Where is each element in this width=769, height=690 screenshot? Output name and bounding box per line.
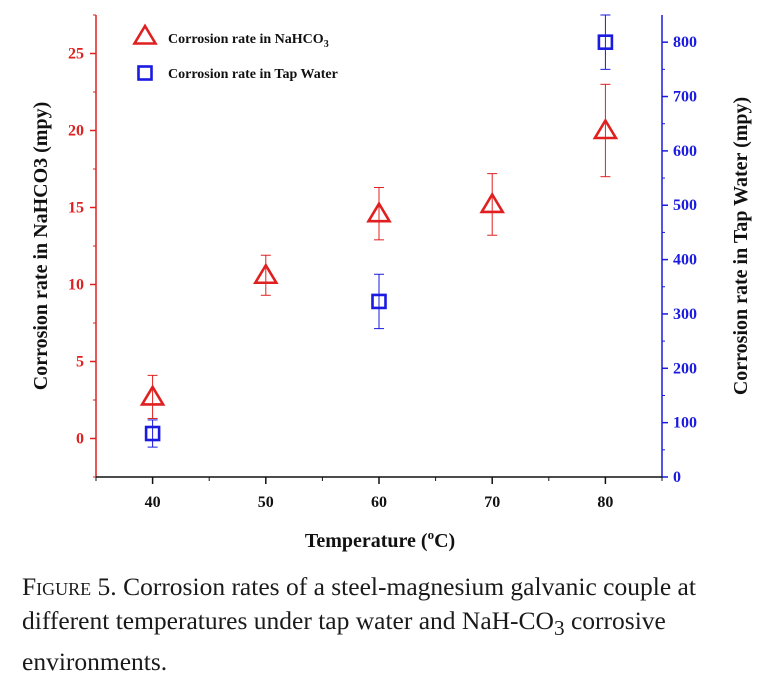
- left-y-tick-label: 10: [68, 277, 84, 294]
- x-tick-label: 60: [371, 494, 387, 511]
- left-y-tick-label: 25: [68, 46, 84, 63]
- data-point-triangle: [366, 201, 392, 223]
- legend-label-tap-water: Corrosion rate in Tap Water: [168, 67, 338, 82]
- series-nahco3: [139, 83, 619, 419]
- x-tick-label: 80: [597, 494, 613, 511]
- right-y-tick-label: 400: [673, 252, 697, 269]
- caption-subscript: 3: [553, 616, 565, 641]
- x-tick-label: 40: [145, 494, 161, 511]
- right-y-tick-label: 600: [673, 143, 697, 160]
- x-tick-label: 70: [484, 494, 500, 511]
- x-axis-title: Temperature (oC): [305, 527, 455, 552]
- figure-label: Figure 5.: [22, 572, 117, 601]
- left-y-axis-title: Corrosion rate in NaHCO3 (mpy): [30, 102, 52, 391]
- series-tap-water: [144, 14, 614, 448]
- legend-square-icon: [137, 65, 153, 81]
- chart: 0 5 10 15 20 25 0 100 200 300 400 500 600 700 800 40 5…: [30, 14, 752, 552]
- left-y-tick-label: 15: [68, 200, 84, 217]
- figure-caption: Figure 5. Corrosion rates of a steel-mag…: [22, 570, 757, 679]
- right-y-tick-label: 700: [673, 89, 697, 106]
- legend: Corrosion rate in NaHCO3 Corrosion rate …: [132, 23, 338, 82]
- right-y-axis-title: Corrosion rate in Tap Water (mpy): [730, 97, 752, 395]
- series-layer: [139, 14, 619, 448]
- caption-text: Corrosion rates of a steel-magnesium gal…: [22, 572, 696, 635]
- data-point-triangle: [479, 191, 505, 214]
- data-point-square: [371, 293, 387, 310]
- right-y-tick-label: 100: [673, 415, 697, 432]
- legend-label-nahco3: Corrosion rate in NaHCO3: [168, 32, 329, 50]
- right-y-tick-label: 300: [673, 306, 697, 323]
- left-y-ticks: 0 5 10 15 20 25: [68, 14, 96, 478]
- data-point-square: [144, 425, 161, 442]
- right-y-tick-label: 200: [673, 360, 697, 377]
- left-y-tick-label: 5: [76, 354, 84, 371]
- data-point-triangle: [253, 262, 279, 285]
- data-point-square: [597, 34, 614, 50]
- legend-triangle-icon: [132, 23, 158, 45]
- left-y-tick-label: 0: [76, 431, 84, 448]
- legend-marker-tap-water: [137, 65, 153, 81]
- caption-text-end: corrosive environments.: [22, 606, 666, 677]
- right-y-tick-label: 800: [673, 34, 697, 51]
- x-tick-label: 50: [258, 494, 274, 511]
- left-y-tick-label: 20: [68, 123, 84, 140]
- x-ticks: 40 50 60 70 80: [95, 477, 663, 511]
- right-y-ticks: 0 100 200 300 400 500 600 700 800: [662, 34, 697, 486]
- right-y-tick-label: 500: [673, 197, 697, 214]
- data-point-triangle: [139, 384, 166, 406]
- legend-marker-nahco3: [132, 23, 158, 45]
- right-y-tick-label: 0: [673, 469, 681, 486]
- data-point-triangle: [592, 117, 619, 140]
